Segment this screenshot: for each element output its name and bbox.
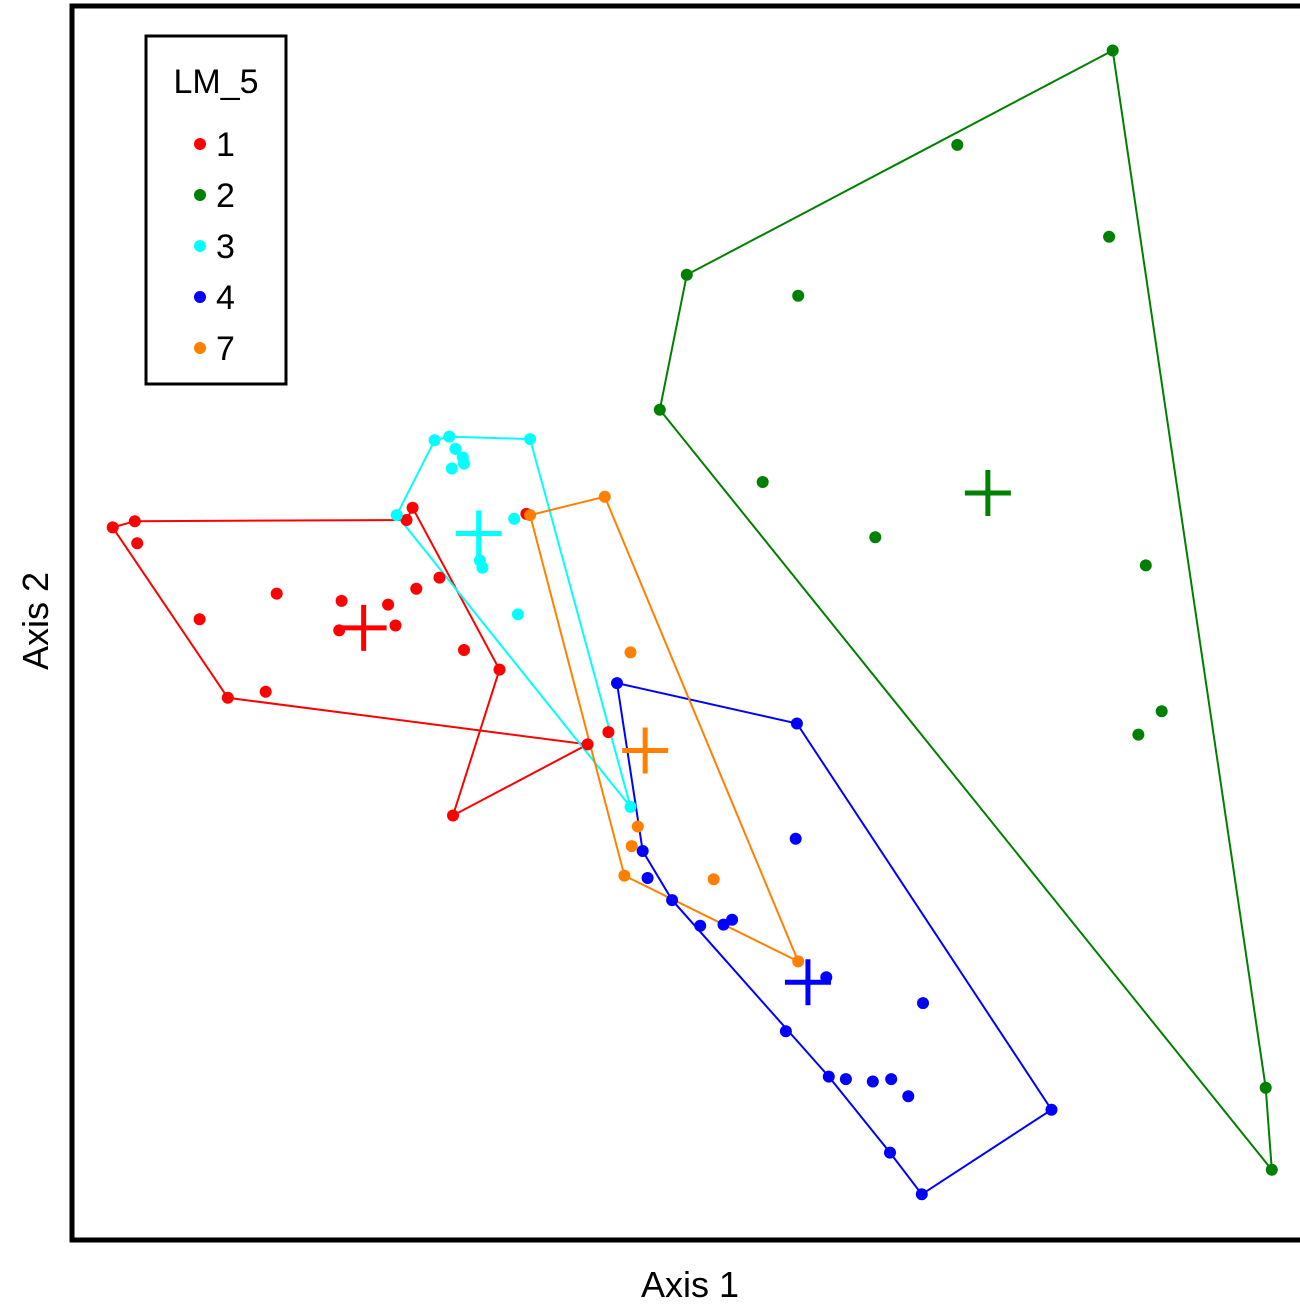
point-group-1 [447, 809, 459, 822]
legend-marker-3 [194, 240, 206, 252]
point-group-4 [839, 1073, 852, 1086]
point-group-2 [1139, 559, 1152, 572]
point-group-2 [653, 403, 666, 416]
legend-marker-4 [194, 291, 206, 303]
legend-box [144, 34, 288, 386]
point-group-1 [131, 537, 144, 550]
point-group-4 [779, 1025, 792, 1038]
point-group-1 [106, 521, 119, 534]
point-group-2 [951, 138, 964, 151]
hull-group-3 [395, 435, 632, 808]
point-group-2 [792, 289, 805, 302]
x-axis-label: Axis 1 [641, 1264, 739, 1305]
legend: LM_5 1 2 3 4 7 [144, 34, 288, 386]
point-group-4 [694, 919, 707, 932]
point-group-4 [885, 1073, 898, 1086]
point-group-2 [1106, 44, 1119, 57]
point-group-4 [726, 913, 739, 926]
data-points [106, 44, 1278, 1201]
hull-group-2 [658, 49, 1274, 1173]
point-group-2 [756, 476, 769, 488]
point-group-3 [428, 434, 441, 447]
point-group-1 [193, 613, 206, 626]
point-group-1 [602, 726, 615, 739]
centroid-marker-group-2 [964, 470, 1011, 517]
legend-marker-7 [194, 342, 206, 354]
group-centroids [340, 470, 1011, 1006]
point-group-3 [445, 462, 458, 475]
point-group-4 [902, 1090, 915, 1103]
point-group-3 [624, 800, 637, 813]
point-group-3 [449, 442, 462, 455]
point-group-7 [707, 873, 720, 886]
point-group-2 [1155, 705, 1168, 718]
point-group-1 [458, 644, 470, 656]
legend-label-4: 4 [216, 279, 235, 317]
point-group-7 [631, 820, 644, 833]
legend-title: LM_5 [173, 63, 258, 101]
point-group-1 [400, 514, 413, 526]
point-group-1 [382, 598, 395, 611]
point-group-4 [611, 677, 623, 690]
point-group-3 [511, 608, 524, 621]
point-group-1 [433, 571, 446, 584]
point-group-4 [915, 1188, 928, 1201]
centroid-marker-group-4 [784, 959, 831, 1006]
hull-group-1 [111, 505, 591, 818]
point-group-1 [493, 663, 506, 676]
point-group-1 [335, 594, 348, 607]
legend-marker-1 [194, 138, 206, 150]
y-axis-label: Axis 2 [15, 572, 56, 670]
point-group-4 [884, 1146, 896, 1159]
point-group-2 [869, 531, 882, 544]
point-group-2 [1259, 1081, 1272, 1094]
legend-label-1: 1 [216, 126, 235, 164]
hull-group-4 [616, 682, 1053, 1196]
point-group-7 [792, 955, 805, 968]
point-group-7 [524, 509, 537, 522]
point-group-4 [641, 872, 654, 884]
point-group-2 [1265, 1163, 1278, 1176]
point-group-3 [458, 457, 470, 470]
point-group-3 [524, 433, 537, 446]
point-group-1 [221, 691, 234, 704]
point-group-4 [666, 894, 679, 907]
point-group-1 [581, 738, 594, 751]
point-group-2 [1103, 230, 1116, 243]
point-group-2 [680, 268, 693, 281]
point-group-4 [917, 997, 929, 1010]
point-group-3 [390, 509, 403, 522]
centroid-marker-group-3 [455, 510, 502, 557]
centroid-marker-group-1 [340, 604, 387, 651]
point-group-7 [598, 490, 611, 503]
legend-label-7: 7 [216, 330, 235, 368]
point-group-4 [636, 845, 649, 857]
point-group-4 [1045, 1103, 1058, 1116]
legend-entries: 1 2 3 4 7 [194, 126, 235, 368]
point-group-7 [624, 646, 637, 659]
legend-marker-2 [194, 189, 206, 201]
legend-label-3: 3 [216, 228, 235, 266]
hull-group-7 [528, 495, 801, 964]
point-group-4 [822, 1070, 835, 1083]
point-group-3 [508, 512, 521, 525]
point-group-1 [406, 501, 419, 514]
point-group-1 [389, 619, 402, 632]
point-group-4 [866, 1075, 879, 1088]
centroid-marker-group-7 [622, 727, 669, 774]
point-group-7 [618, 869, 631, 882]
point-group-3 [476, 561, 489, 574]
point-group-7 [625, 840, 638, 853]
point-group-4 [790, 717, 803, 730]
point-group-2 [1132, 728, 1145, 741]
point-group-4 [789, 832, 802, 845]
point-group-1 [259, 685, 272, 698]
plot-frame [69, 3, 1300, 1243]
point-group-1 [410, 582, 423, 595]
point-group-1 [270, 587, 283, 600]
point-group-1 [128, 515, 141, 528]
point-group-3 [443, 430, 456, 443]
legend-label-2: 2 [216, 177, 235, 215]
